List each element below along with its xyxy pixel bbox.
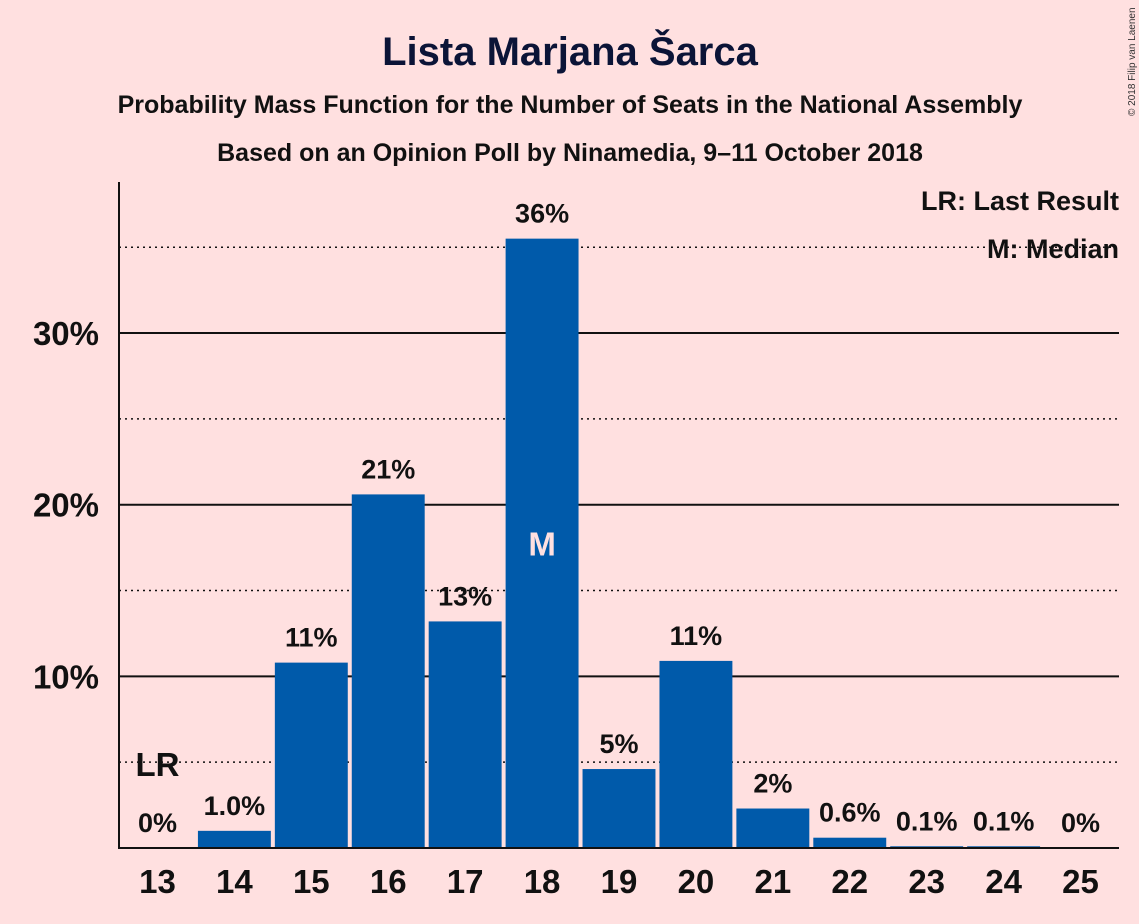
- bar-22: [813, 837, 887, 848]
- x-tick-label: 16: [370, 863, 407, 900]
- x-tick-label: 22: [831, 863, 868, 900]
- legend-entry: LR: Last Result: [921, 186, 1119, 216]
- x-tick-label: 19: [601, 863, 638, 900]
- chart-title: Lista Marjana Šarca: [382, 28, 758, 74]
- value-label-14: 1.0%: [204, 791, 266, 821]
- chart-subtitle-2: Based on an Opinion Poll by Ninamedia, 9…: [217, 139, 923, 167]
- value-label-18: 36%: [515, 199, 569, 229]
- x-tick-label: 23: [908, 863, 945, 900]
- value-label-22: 0.6%: [819, 798, 881, 828]
- copyright-text: © 2018 Filip van Laenen: [1127, 7, 1138, 116]
- y-tick-labels: 10% 20% 30%: [33, 315, 99, 695]
- bar-16: [351, 494, 425, 848]
- value-label-13: 0%: [138, 808, 177, 838]
- value-label-20: 11%: [670, 621, 723, 651]
- x-tick-labels: 13 14 15 16 17 18 19 20 21 22 23 24 25: [139, 863, 1099, 900]
- bar-15: [274, 662, 348, 848]
- y-tick-label: 10%: [33, 658, 99, 695]
- last-result-marker: LR: [135, 746, 179, 783]
- y-tick-label: 30%: [33, 315, 99, 352]
- value-label-25: 0%: [1061, 808, 1100, 838]
- x-tick-label: 14: [216, 863, 253, 900]
- x-tick-label: 25: [1062, 863, 1099, 900]
- bar-17: [428, 621, 502, 848]
- value-label-24: 0.1%: [973, 806, 1035, 836]
- legend-entry: M: Median: [987, 234, 1119, 264]
- value-label-17: 13%: [438, 581, 492, 611]
- x-tick-label: 15: [293, 863, 330, 900]
- bar-21: [736, 808, 810, 848]
- bar-20: [659, 660, 733, 848]
- value-label-19: 5%: [599, 729, 638, 759]
- value-label-21: 2%: [753, 769, 792, 799]
- chart-subtitle: Probability Mass Function for the Number…: [118, 91, 1023, 119]
- y-tick-label: 20%: [33, 487, 99, 524]
- bar-18: [505, 238, 579, 848]
- x-tick-label: 17: [447, 863, 484, 900]
- x-tick-label: 18: [524, 863, 561, 900]
- gridlines: [119, 246, 1119, 763]
- value-label-16: 21%: [361, 454, 415, 484]
- value-label-15: 11%: [285, 623, 338, 653]
- bars: [197, 238, 1041, 848]
- x-tick-label: 24: [985, 863, 1022, 900]
- bar-19: [582, 769, 656, 848]
- legend: LR: Last Result M: Median: [921, 186, 1119, 264]
- bar-14: [197, 830, 271, 848]
- x-tick-label: 21: [754, 863, 791, 900]
- value-label-23: 0.1%: [896, 806, 958, 836]
- x-tick-label: 13: [139, 863, 176, 900]
- value-labels: 0% LR 1.0% 11% 21% 13% 36% M 5% 11% 2% 0.6% 0.1% 0.1%…: [135, 199, 1100, 838]
- x-tick-label: 20: [678, 863, 715, 900]
- median-marker: M: [528, 525, 556, 562]
